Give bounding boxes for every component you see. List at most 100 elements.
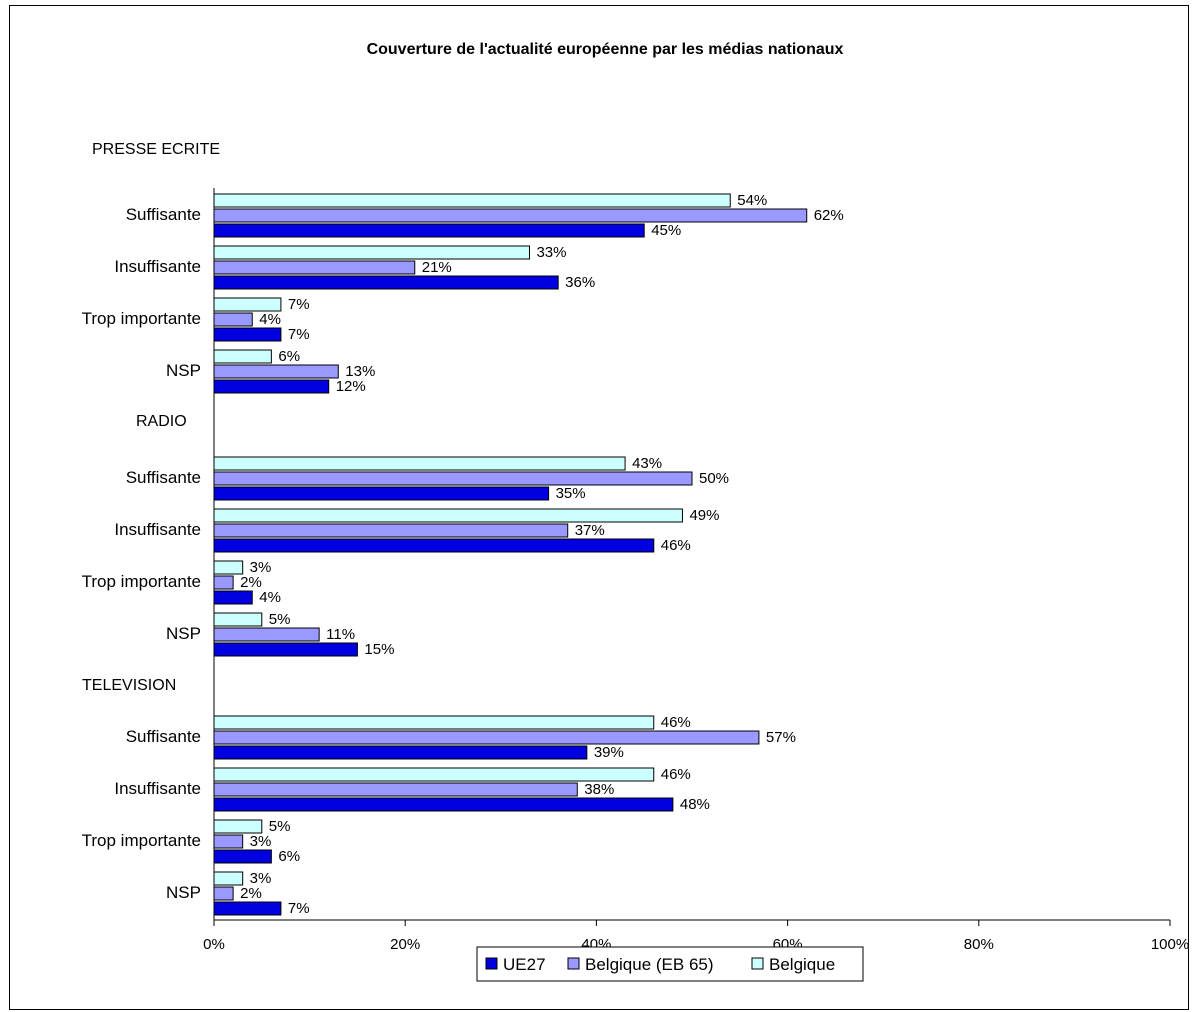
bar <box>213 612 263 627</box>
data-label: 57% <box>766 729 796 746</box>
bar <box>213 208 808 223</box>
bar <box>213 349 272 364</box>
category-label: Suffisante <box>126 468 201 487</box>
legend-swatch <box>567 957 580 970</box>
category-label: Suffisante <box>126 205 201 224</box>
bar <box>213 901 282 916</box>
bar <box>213 223 645 238</box>
data-label: 12% <box>336 378 366 395</box>
data-label: 38% <box>584 781 614 798</box>
x-tick-label: 80% <box>964 936 994 953</box>
bar <box>213 297 282 312</box>
bar <box>213 627 320 642</box>
bar <box>213 245 530 260</box>
bar <box>213 508 683 523</box>
data-label: 46% <box>661 714 691 731</box>
bar <box>213 486 550 501</box>
bar <box>213 797 674 812</box>
data-label: 46% <box>661 537 691 554</box>
x-tick-label: 100% <box>1151 936 1189 953</box>
bar <box>213 193 731 208</box>
group-label: RADIO <box>136 413 187 430</box>
data-label: 37% <box>575 522 605 539</box>
category-label: NSP <box>166 361 201 380</box>
x-tick-label: 20% <box>390 936 420 953</box>
bar <box>213 590 253 605</box>
data-label: 39% <box>594 744 624 761</box>
chart-title: Couverture de l'actualité européenne par… <box>367 41 844 58</box>
x-tick-label: 0% <box>203 936 225 953</box>
bar <box>213 782 578 797</box>
bar <box>213 834 244 849</box>
data-label: 54% <box>737 192 767 209</box>
bar <box>213 819 263 834</box>
legend-label: Belgique <box>769 955 835 974</box>
data-label: 3% <box>250 833 272 850</box>
bar <box>213 575 234 590</box>
data-label: 6% <box>278 348 300 365</box>
data-label: 3% <box>250 870 272 887</box>
data-label: 3% <box>250 559 272 576</box>
bar <box>213 849 272 864</box>
bar <box>213 379 330 394</box>
data-label: 46% <box>661 766 691 783</box>
legend-label: UE27 <box>503 955 546 974</box>
bar <box>213 715 655 730</box>
data-label: 7% <box>288 296 310 313</box>
bar <box>213 523 569 538</box>
bar <box>213 730 760 745</box>
group-label: PRESSE ECRITE <box>92 141 220 158</box>
bar <box>213 275 559 290</box>
bar <box>213 642 358 657</box>
data-label: 35% <box>556 485 586 502</box>
data-label: 62% <box>814 207 844 224</box>
data-label: 15% <box>364 641 394 658</box>
data-label: 7% <box>288 326 310 343</box>
data-label: 49% <box>689 507 719 524</box>
bar <box>213 312 253 327</box>
data-label: 2% <box>240 574 262 591</box>
bar <box>213 767 655 782</box>
bar <box>213 471 693 486</box>
bar <box>213 560 244 575</box>
bar <box>213 364 339 379</box>
data-label: 13% <box>345 363 375 380</box>
data-label: 43% <box>632 455 662 472</box>
category-label: NSP <box>166 624 201 643</box>
data-label: 6% <box>278 848 300 865</box>
category-label: Trop importante <box>82 309 201 328</box>
data-label: 5% <box>269 611 291 628</box>
data-label: 21% <box>422 259 452 276</box>
legend-label: Belgique (EB 65) <box>585 955 714 974</box>
bar <box>213 886 234 901</box>
group-label: TELEVISION <box>82 677 176 694</box>
bar <box>213 456 626 471</box>
data-label: 48% <box>680 796 710 813</box>
bar <box>213 327 282 342</box>
data-label: 45% <box>651 222 681 239</box>
chart-frame <box>9 5 1189 1010</box>
bar <box>213 745 588 760</box>
legend-swatch <box>751 957 764 970</box>
data-label: 36% <box>565 274 595 291</box>
category-label: Trop importante <box>82 572 201 591</box>
bar <box>213 538 655 553</box>
category-label: Insuffisante <box>114 520 201 539</box>
category-label: Suffisante <box>126 727 201 746</box>
data-label: 5% <box>269 818 291 835</box>
legend-swatch <box>485 957 498 970</box>
data-label: 50% <box>699 470 729 487</box>
data-label: 33% <box>536 244 566 261</box>
data-label: 11% <box>326 626 355 643</box>
bar <box>213 260 416 275</box>
legend-box <box>476 946 864 982</box>
data-label: 2% <box>240 885 262 902</box>
data-label: 7% <box>288 900 310 917</box>
category-label: Insuffisante <box>114 779 201 798</box>
category-label: Trop importante <box>82 831 201 850</box>
category-label: NSP <box>166 883 201 902</box>
data-label: 4% <box>259 311 281 328</box>
category-label: Insuffisante <box>114 257 201 276</box>
data-label: 4% <box>259 589 281 606</box>
